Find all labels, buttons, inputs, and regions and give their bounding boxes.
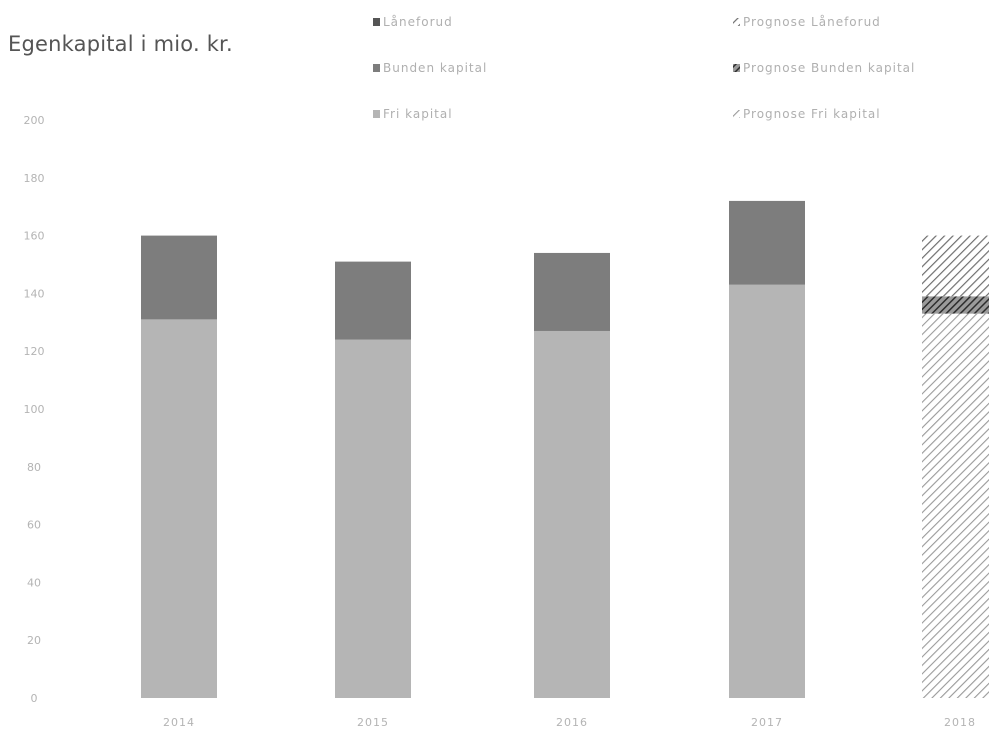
y-tick-label: 100 (24, 403, 45, 416)
y-tick-label: 160 (24, 230, 45, 243)
x-tick-label: 2015 (357, 716, 389, 729)
bars (141, 200, 989, 698)
bar-2014-fri-kapital (141, 319, 217, 698)
legend-label: Prognose Fri kapital (743, 107, 881, 121)
legend-label: Prognose Låneforud (743, 15, 881, 29)
y-tick-label: 200 (24, 114, 45, 127)
y-tick-label: 60 (27, 519, 41, 532)
legend-label: Låneforud (383, 15, 453, 29)
x-axis: 2014 2015 2016 2017 2018 (163, 716, 976, 729)
legend: Låneforud Bunden kapital Fri kapital Progno… (373, 15, 915, 121)
bar-2015-bunden-kapital (335, 261, 411, 340)
legend-swatch (733, 64, 740, 72)
x-tick-label: 2018 (944, 716, 976, 729)
x-tick-label: 2017 (751, 716, 783, 729)
legend-label: Prognose Bunden kapital (743, 61, 915, 75)
bar-2018-prognose-fri-kapital (922, 313, 989, 698)
bar-2017-fri-kapital (729, 284, 805, 698)
bar-2014-bunden-kapital (141, 235, 217, 320)
legend-swatch (373, 64, 380, 72)
bar-2016-fri-kapital (534, 330, 610, 698)
y-axis: 0 20 40 60 80 100 120 140 160 180 200 (24, 114, 45, 705)
bar-2017-bunden-kapital (729, 200, 805, 285)
x-tick-label: 2014 (163, 716, 195, 729)
y-tick-label: 140 (24, 287, 45, 300)
bar-2015-fri-kapital (335, 339, 411, 698)
chart-title: Egenkapital i mio. kr. (8, 32, 233, 56)
legend-swatch (733, 18, 740, 26)
y-tick-label: 0 (31, 692, 38, 705)
bar-2018-prognose-laaneforud (922, 235, 989, 297)
y-tick-label: 40 (27, 576, 41, 589)
bar-2018-prognose-bunden-kapital (922, 296, 989, 314)
y-tick-label: 120 (24, 345, 45, 358)
y-tick-label: 80 (27, 461, 41, 474)
x-tick-label: 2016 (556, 716, 588, 729)
legend-swatch (373, 110, 380, 118)
y-tick-label: 180 (24, 172, 45, 185)
legend-swatch (733, 110, 740, 118)
legend-label: Fri kapital (383, 107, 453, 121)
legend-label: Bunden kapital (383, 61, 487, 75)
y-tick-label: 20 (27, 634, 41, 647)
legend-swatch (373, 18, 380, 26)
bar-2016-bunden-kapital (534, 252, 610, 331)
